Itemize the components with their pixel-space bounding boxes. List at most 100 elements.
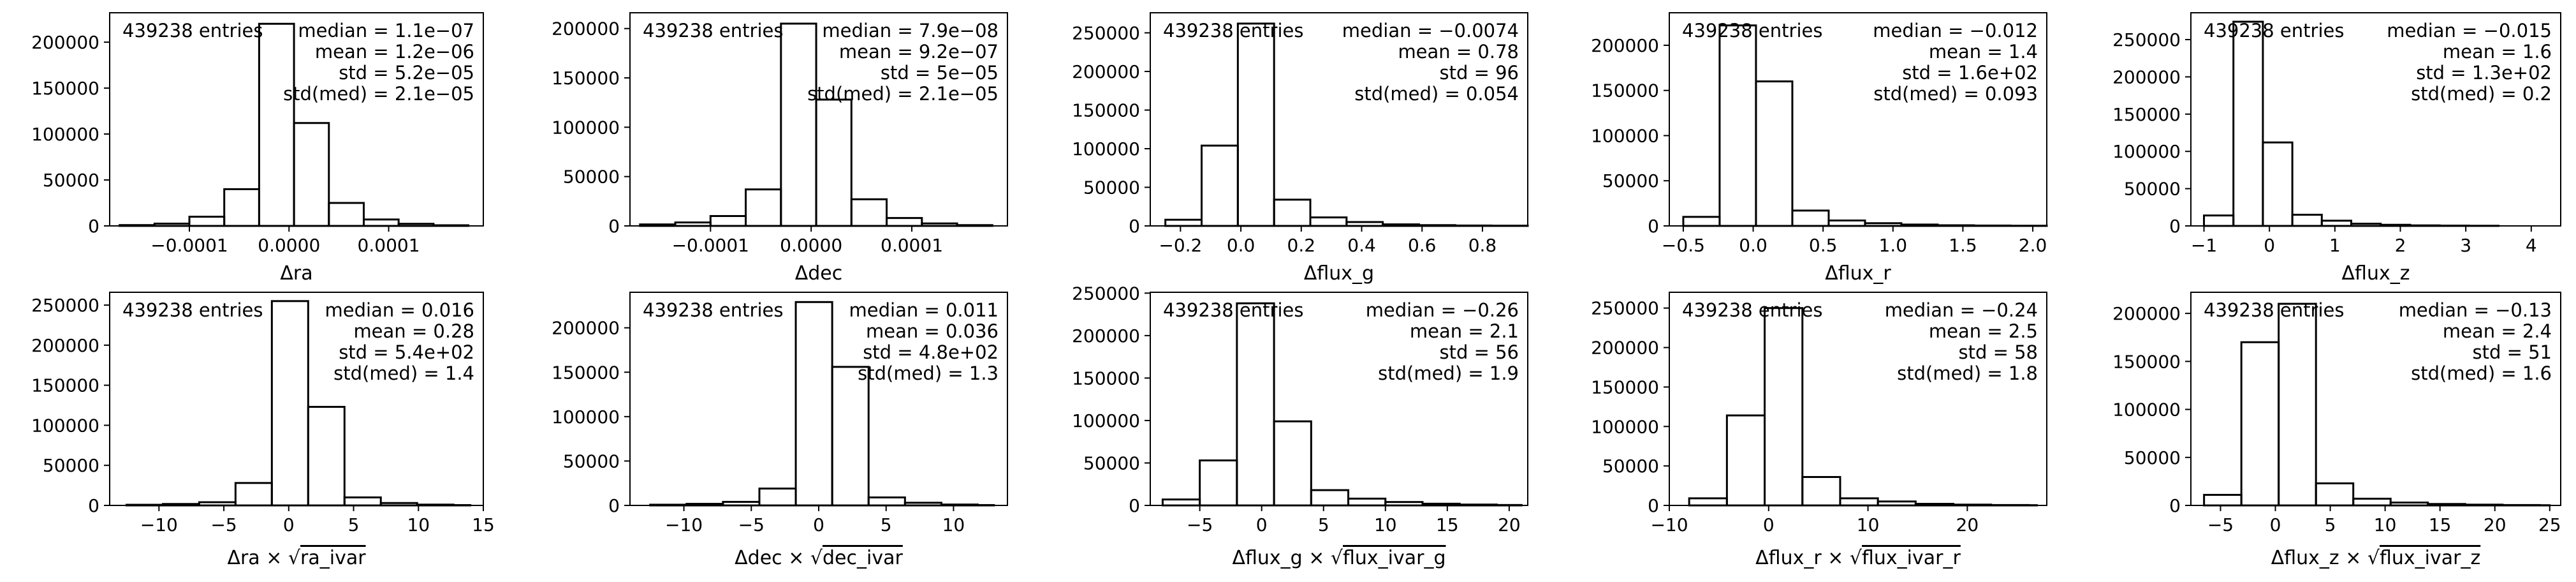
x-axis-label: Δflux_g × √flux_ivar_g [1232,547,1445,569]
x-tick-label: 0 [1256,514,1268,535]
y-tick-label: 50000 [563,451,620,472]
stat-line: mean = 2.4 [2443,320,2552,342]
x-tick-label: 0.0 [1227,235,1255,256]
x-tick-label: 10 [942,514,965,535]
x-tick-label: 10 [2374,514,2397,535]
x-tick-label: 0.0000 [258,235,320,256]
stat-line: median = −0.0074 [1342,20,1519,41]
stat-line: std = 51 [2472,341,2552,363]
y-tick-label: 100000 [1072,410,1140,431]
y-tick-label: 200000 [2112,303,2181,324]
x-tick-label: 5 [2325,514,2336,535]
x-tick-label: −0.2 [1159,235,1202,256]
y-tick-label: 0 [1129,495,1140,516]
y-tick-label: 150000 [1072,368,1140,389]
x-tick-label: 20 [2484,514,2506,535]
y-tick-label: 250000 [31,295,99,316]
y-tick-label: 250000 [1072,283,1140,304]
x-axis-label-sqrt: flux_ivar_z [2380,547,2480,569]
y-tick-label: 150000 [552,68,620,89]
stat-line: mean = 0.28 [353,320,474,342]
entries-annotation: 439238 entries [2204,20,2344,41]
y-tick-label: 100000 [2112,141,2181,162]
x-tick-label: −5 [738,514,765,535]
x-tick-label: 0.6 [1408,235,1437,256]
y-tick-label: 200000 [552,318,620,339]
axes-frame [2190,12,2561,227]
y-tick-label: 250000 [1591,298,1659,319]
y-tick-label: 100000 [1591,125,1659,146]
stat-line: median = 0.016 [325,299,474,321]
x-tick-label: −1 [2191,235,2217,256]
x-tick-label: 0 [813,514,824,535]
y-tick-label: 0 [2169,495,2181,516]
x-tick-label: 5 [348,514,360,535]
histogram-bin [2352,497,2392,507]
y-tick-label: 100000 [31,124,99,145]
y-tick-label: 200000 [1072,61,1140,82]
y-tick-label: 100000 [2112,399,2181,421]
entries-annotation: 439238 entries [1682,299,1822,321]
x-tick-label: 15 [2429,514,2452,535]
x-axis-label: Δflux_r [1825,262,1891,285]
y-tick-label: 150000 [31,78,99,99]
y-tick-label: 200000 [1072,325,1140,347]
x-tick-label: −10 [665,514,703,535]
y-tick-label: 100000 [1591,416,1659,437]
x-tick-label: 0.5 [1809,235,1838,256]
axes-frame [629,12,1008,227]
x-axis-label-main: Δflux_g [1232,547,1302,569]
x-tick-label: 0.2 [1287,235,1316,256]
x-tick-label: 0.8 [1468,235,1497,256]
stat-line: std(med) = 0.093 [1873,83,2038,105]
y-tick-label: 50000 [1602,170,1659,191]
axes-frame [109,292,484,506]
y-tick-label: 0 [88,216,99,237]
y-tick-label: 0 [608,216,620,237]
x-tick-label: 10 [1857,514,1880,535]
x-axis-label: Δra [280,262,312,285]
stat-line: mean = 0.78 [1398,41,1519,63]
histogram-bin [2203,493,2243,507]
x-tick-label: 0 [283,514,295,535]
x-axis-label-main: Δflux_z [2271,547,2339,569]
stat-line: median = 7.9e−08 [822,20,999,41]
x-tick-label: 1 [2329,235,2341,256]
x-tick-label: 1.0 [1879,235,1908,256]
entries-annotation: 439238 entries [2204,299,2344,321]
stat-line: std = 96 [1439,62,1519,84]
y-tick-label: 50000 [43,455,99,476]
y-tick-label: 0 [88,495,99,516]
x-axis-label: Δflux_g [1304,262,1374,285]
x-tick-label: −5 [1187,514,1213,535]
x-tick-label: 0 [2270,514,2281,535]
x-axis-label: Δflux_z × √flux_ivar_z [2271,547,2480,569]
y-tick-label: 250000 [1072,22,1140,43]
stat-line: std(med) = 1.6 [2411,362,2552,384]
axes-frame [1669,12,2047,227]
times-sign: × √ [1303,547,1343,569]
stat-line: std = 1.6e+02 [1902,62,2038,84]
x-tick-label: 5 [1318,514,1329,535]
entries-annotation: 439238 entries [1163,20,1303,41]
axes-frame [2190,292,2561,506]
x-tick-label: 0.0000 [780,235,842,256]
x-tick-label: 10 [1374,514,1397,535]
stat-line: median = −0.015 [2387,20,2552,41]
x-tick-label: −0.0001 [150,235,228,256]
y-tick-label: 0 [1129,216,1140,237]
x-axis-label: Δra × √ra_ivar [227,547,366,569]
y-tick-label: 50000 [2124,447,2181,468]
entries-annotation: 439238 entries [1682,20,1822,41]
y-tick-label: 150000 [1072,100,1140,121]
y-tick-label: 50000 [1602,456,1659,477]
x-tick-label: 0 [2264,235,2275,256]
x-tick-label: 25 [2538,514,2561,535]
